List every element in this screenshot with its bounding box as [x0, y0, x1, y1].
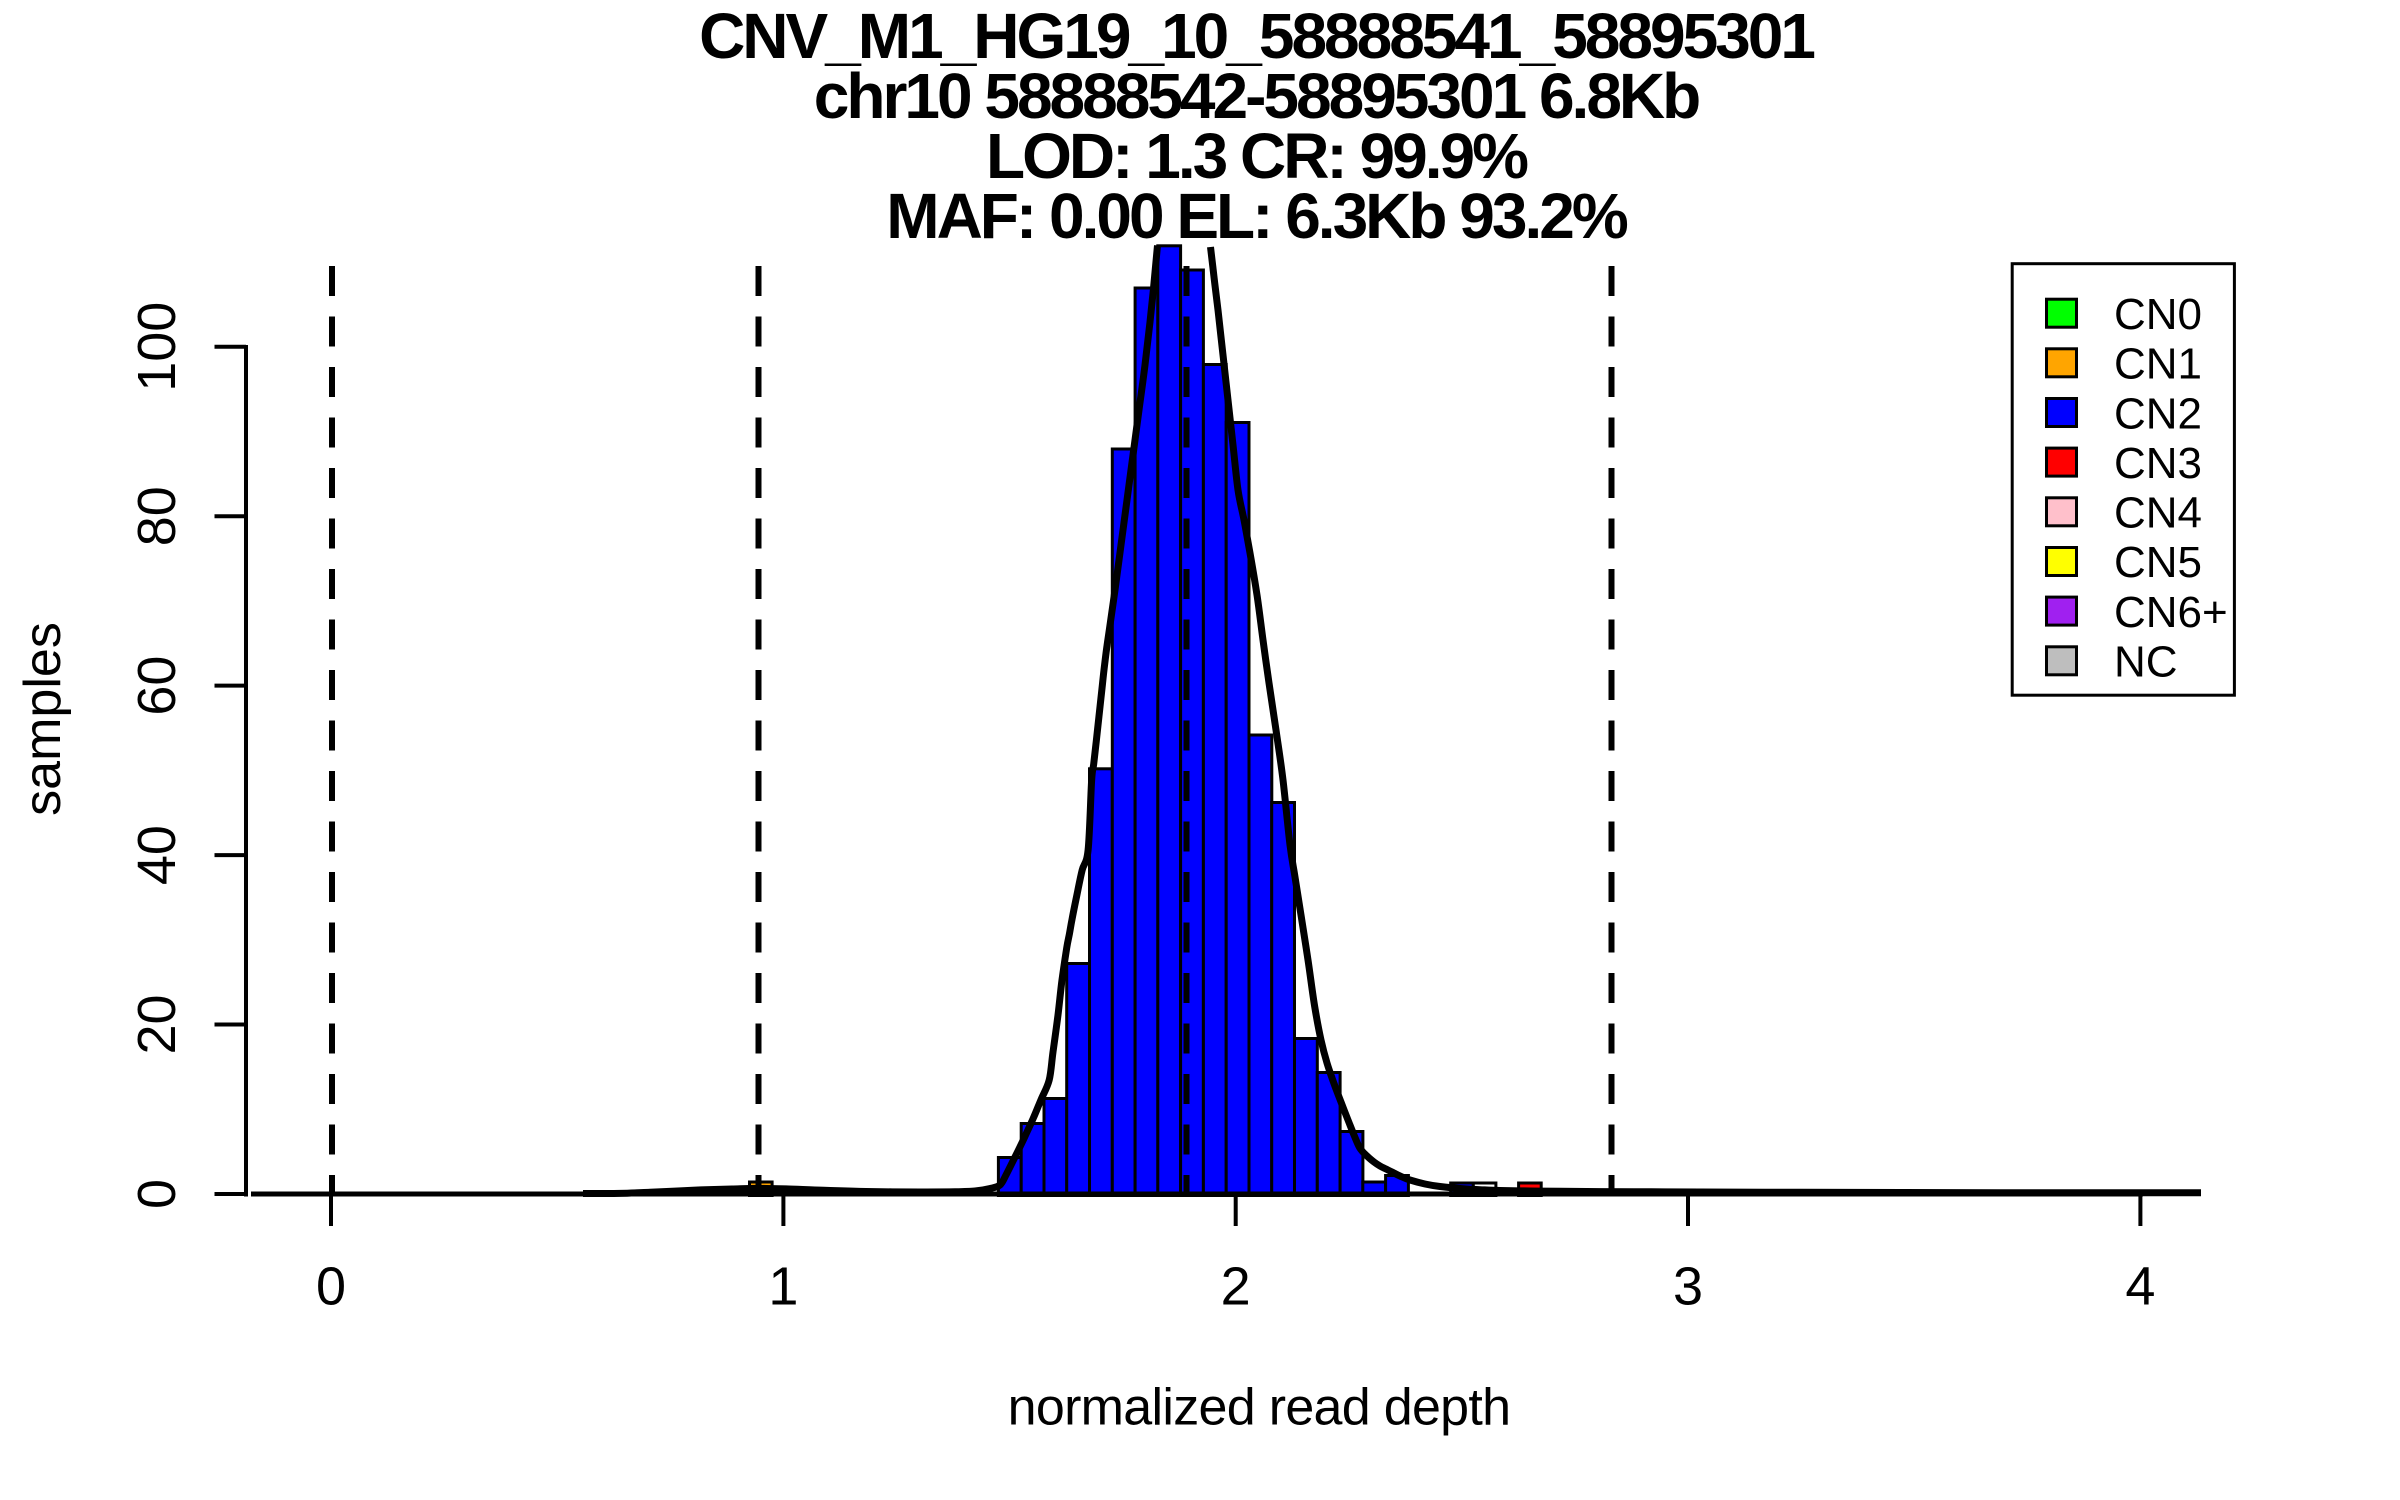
svg-text:CN6+: CN6+	[2114, 588, 2228, 637]
svg-text:40: 40	[127, 825, 187, 885]
svg-text:80: 80	[127, 486, 187, 546]
svg-text:samples: samples	[14, 622, 72, 816]
svg-text:MAF: 0.00 EL: 6.3Kb 93.2%: MAF: 0.00 EL: 6.3Kb 93.2%	[886, 180, 1628, 252]
svg-text:60: 60	[127, 656, 187, 716]
svg-text:CN0: CN0	[2114, 290, 2202, 339]
svg-text:0: 0	[316, 1257, 346, 1317]
svg-text:CN2: CN2	[2114, 389, 2202, 438]
svg-text:3: 3	[1673, 1257, 1703, 1317]
svg-text:2: 2	[1221, 1257, 1251, 1317]
svg-text:4: 4	[2125, 1257, 2155, 1317]
svg-text:CN3: CN3	[2114, 439, 2202, 488]
svg-text:100: 100	[127, 302, 187, 392]
svg-text:1: 1	[768, 1257, 798, 1317]
svg-text:CN5: CN5	[2114, 538, 2202, 587]
svg-text:CNV_M1_HG19_10_58888541_588953: CNV_M1_HG19_10_58888541_58895301	[699, 0, 1814, 72]
svg-text:CN1: CN1	[2114, 340, 2202, 389]
svg-text:normalized read depth: normalized read depth	[1008, 1379, 1511, 1437]
svg-text:LOD: 1.3 CR: 99.9%: LOD: 1.3 CR: 99.9%	[986, 120, 1528, 192]
svg-text:CN4: CN4	[2114, 489, 2202, 538]
svg-text:20: 20	[127, 994, 187, 1054]
svg-text:0: 0	[127, 1179, 187, 1209]
svg-text:chr10 58888542-58895301 6.8Kb: chr10 58888542-58895301 6.8Kb	[814, 60, 1699, 132]
svg-text:NC: NC	[2114, 638, 2178, 687]
